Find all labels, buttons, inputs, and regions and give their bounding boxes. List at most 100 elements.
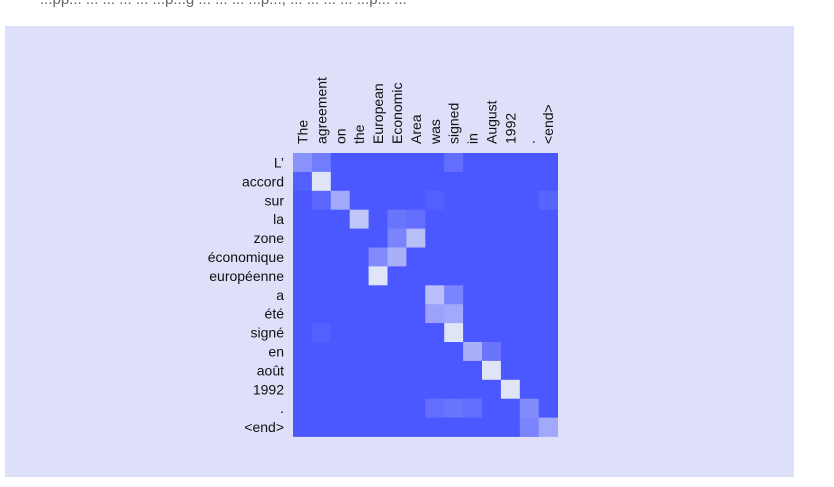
row-label: économique bbox=[208, 249, 284, 265]
top-caption: ...pp... ... ... ... ... ...p...g ... ..… bbox=[40, 0, 800, 11]
heatmap-cell-r1-c8 bbox=[444, 171, 464, 192]
heatmap-cell-r5-c9 bbox=[463, 247, 483, 267]
heatmap-cell-r11-c0 bbox=[293, 360, 313, 381]
heatmap-cell-r10-c12 bbox=[519, 342, 540, 362]
column-label: 1992 bbox=[502, 113, 518, 144]
heatmap-cell-r3-c1 bbox=[311, 209, 332, 229]
heatmap-cell-r7-c2 bbox=[330, 285, 351, 305]
heatmap-cell-r10-c8 bbox=[444, 342, 464, 362]
heatmap-cell-r1-c5 bbox=[387, 171, 407, 192]
row-label: en bbox=[268, 343, 284, 359]
heatmap-cell-r1-c3 bbox=[349, 171, 369, 192]
column-label: European bbox=[370, 83, 386, 144]
heatmap-cell-r2-c8 bbox=[444, 190, 464, 211]
heatmap-cell-r13-c3 bbox=[349, 398, 369, 418]
heatmap-cell-r12-c7 bbox=[425, 379, 445, 400]
heatmap-cell-r6-c8 bbox=[444, 266, 464, 286]
heatmap-cell-r6-c2 bbox=[330, 266, 351, 286]
heatmap-cell-r3-c7 bbox=[425, 209, 445, 229]
heatmap-cell-r7-c4 bbox=[368, 285, 388, 305]
heatmap-cell-r7-c3 bbox=[349, 285, 369, 305]
heatmap-cell-r13-c13 bbox=[538, 398, 558, 418]
figure-panel: L’ accord sur la zone économique européenne a ét… bbox=[5, 26, 794, 477]
heatmap-cell-r7-c12 bbox=[519, 285, 540, 305]
heatmap-cell-r8-c7 bbox=[425, 304, 445, 324]
heatmap-cell-r1-c0 bbox=[293, 171, 313, 192]
heatmap-cell-r1-c7 bbox=[425, 171, 445, 192]
heatmap-cell-r10-c1 bbox=[311, 342, 332, 362]
heatmap-cell-r11-c6 bbox=[406, 360, 426, 381]
heatmap-cell-r4-c7 bbox=[425, 228, 445, 248]
heatmap-cell-r0-c9 bbox=[463, 153, 483, 173]
heatmap-cell-r6-c0 bbox=[293, 266, 313, 286]
heatmap-cell-r12-c8 bbox=[444, 379, 464, 400]
heatmap-cell-r14-c12 bbox=[519, 417, 540, 437]
heatmap-cell-r14-c13 bbox=[538, 417, 558, 437]
heatmap-cell-r1-c1 bbox=[311, 171, 332, 192]
heatmap-cell-r14-c2 bbox=[330, 417, 351, 437]
heatmap-cell-r12-c12 bbox=[519, 379, 540, 400]
heatmap-cell-r2-c13 bbox=[538, 190, 558, 211]
heatmap-cell-r6-c6 bbox=[406, 266, 426, 286]
heatmap-cell-r1-c11 bbox=[500, 171, 521, 192]
heatmap-cell-r11-c3 bbox=[349, 360, 369, 381]
heatmap-cell-r5-c1 bbox=[311, 247, 332, 267]
heatmap-cell-r5-c10 bbox=[482, 247, 502, 267]
heatmap-cell-r8-c12 bbox=[519, 304, 540, 324]
heatmap-cell-r3-c4 bbox=[368, 209, 388, 229]
heatmap-cell-r8-c2 bbox=[330, 304, 351, 324]
column-label: on bbox=[332, 128, 348, 144]
heatmap-cell-r4-c2 bbox=[330, 228, 351, 248]
row-label: zone bbox=[254, 230, 285, 246]
row-label: août bbox=[257, 362, 284, 378]
heatmap-cell-r11-c7 bbox=[425, 360, 445, 381]
row-label: la bbox=[273, 211, 284, 227]
heatmap-cell-r12-c13 bbox=[538, 379, 558, 400]
heatmap-cell-r0-c7 bbox=[425, 153, 445, 173]
heatmap-cell-r7-c0 bbox=[293, 285, 313, 305]
heatmap-cell-r3-c12 bbox=[519, 209, 540, 229]
heatmap-cell-r8-c6 bbox=[406, 304, 426, 324]
heatmap-cell-r3-c0 bbox=[293, 209, 313, 229]
heatmap-cell-r12-c4 bbox=[368, 379, 388, 400]
heatmap-cell-r12-c3 bbox=[349, 379, 369, 400]
heatmap-cell-r13-c4 bbox=[368, 398, 388, 418]
heatmap-cell-r0-c12 bbox=[519, 153, 540, 173]
heatmap-cell-r9-c10 bbox=[482, 323, 502, 343]
heatmap-cell-r10-c5 bbox=[387, 342, 407, 362]
heatmap-cell-r14-c8 bbox=[444, 417, 464, 437]
heatmap-cell-r2-c1 bbox=[311, 190, 332, 211]
heatmap-cell-r14-c1 bbox=[311, 417, 332, 437]
heatmap-cell-r10-c9 bbox=[463, 342, 483, 362]
heatmap-cell-r7-c1 bbox=[311, 285, 332, 305]
heatmap-cell-r11-c12 bbox=[519, 360, 540, 381]
heatmap-cell-r5-c0 bbox=[293, 247, 313, 267]
heatmap-cell-r13-c2 bbox=[330, 398, 351, 418]
heatmap-cell-r1-c2 bbox=[330, 171, 351, 192]
heatmap-cell-r0-c5 bbox=[387, 153, 407, 173]
heatmap-cell-r14-c0 bbox=[293, 417, 313, 437]
heatmap-cell-r9-c5 bbox=[387, 323, 407, 343]
heatmap-cell-r5-c13 bbox=[538, 247, 558, 267]
heatmap-cell-r2-c11 bbox=[500, 190, 521, 211]
heatmap-cell-r13-c6 bbox=[406, 398, 426, 418]
column-label: agreement bbox=[313, 77, 329, 144]
row-label: été bbox=[265, 306, 285, 322]
heatmap-cell-r8-c4 bbox=[368, 304, 388, 324]
heatmap-cell-r1-c10 bbox=[482, 171, 502, 192]
heatmap-cell-r11-c10 bbox=[482, 360, 502, 381]
heatmap-cell-r6-c7 bbox=[425, 266, 445, 286]
heatmap-cell-r7-c10 bbox=[482, 285, 502, 305]
heatmap-cell-r10-c3 bbox=[349, 342, 369, 362]
heatmap-cell-r5-c7 bbox=[425, 247, 445, 267]
heatmap-cell-r8-c9 bbox=[463, 304, 483, 324]
heatmap-cell-r10-c7 bbox=[425, 342, 445, 362]
attention-heatmap: L’ accord sur la zone économique européenne a ét… bbox=[208, 77, 558, 437]
heatmap-cell-r4-c8 bbox=[444, 228, 464, 248]
heatmap-cell-r1-c4 bbox=[368, 171, 388, 192]
heatmap-cell-r5-c11 bbox=[500, 247, 521, 267]
heatmap-cell-r3-c9 bbox=[463, 209, 483, 229]
heatmap-cell-r7-c9 bbox=[463, 285, 483, 305]
column-labels: The agreement on the European Economic Area was… bbox=[294, 77, 556, 145]
heatmap-cell-r8-c10 bbox=[482, 304, 502, 324]
